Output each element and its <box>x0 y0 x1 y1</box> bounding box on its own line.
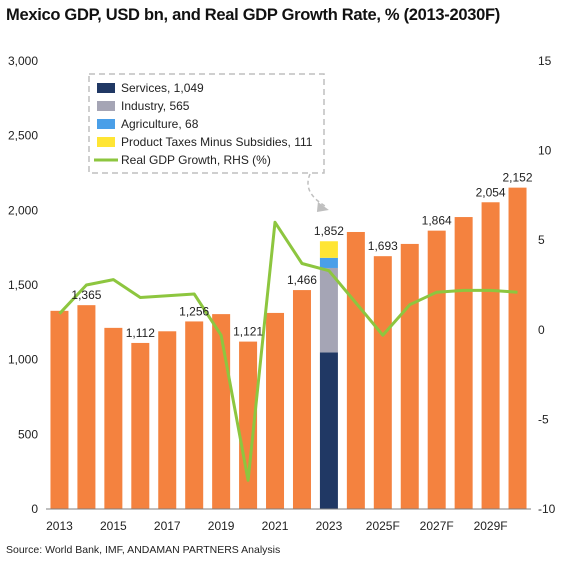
y-right-tick-label: -5 <box>538 412 549 426</box>
legend-box <box>88 73 325 174</box>
legend-swatch <box>97 137 115 147</box>
gdp-data-label: 1,466 <box>287 273 317 287</box>
legend-arrow-head <box>316 202 329 212</box>
gdp-data-label: 1,693 <box>368 239 398 253</box>
legend-swatch <box>97 119 115 129</box>
stacked-bar-segment <box>319 352 338 509</box>
y-left-tick-label: 0 <box>31 502 38 516</box>
x-tick-label: 2019 <box>208 519 235 533</box>
legend-swatch <box>97 101 115 111</box>
legend-label: Services, 1,049 <box>121 81 204 95</box>
legend-arrow-line <box>307 173 326 207</box>
x-tick-label: 2023 <box>316 519 343 533</box>
gdp-bar <box>292 290 311 509</box>
growth-line <box>58 220 518 482</box>
gdp-data-label: 1,864 <box>422 214 452 228</box>
y-right-tick-label: 15 <box>538 54 552 68</box>
y-left-tick-label: 2,500 <box>8 129 38 143</box>
legend-label: Agriculture, 68 <box>121 117 199 131</box>
legend-swatch <box>97 83 115 93</box>
gdp-bar <box>427 230 446 509</box>
y-left-tick-label: 1,500 <box>8 278 38 292</box>
gdp-data-label: 1,256 <box>179 304 209 318</box>
y-right-tick-label: 10 <box>538 144 552 158</box>
y-left-tick-label: 1,000 <box>8 353 38 367</box>
y-left-tick-label: 500 <box>18 427 38 441</box>
gdp-bar <box>266 312 285 509</box>
stacked-bar-segment <box>319 257 338 268</box>
gdp-bar <box>346 231 365 509</box>
gdp-data-label: 1,112 <box>126 326 155 340</box>
x-tick-label: 2015 <box>100 519 127 533</box>
gdp-data-label: 1,121 <box>233 325 263 339</box>
gdp-bar <box>104 327 123 509</box>
x-tick-label: 2027F <box>420 519 454 533</box>
x-tick-label: 2017 <box>154 519 181 533</box>
y-right-tick-label: 0 <box>538 323 545 337</box>
gdp-data-label: 1,852 <box>314 224 344 238</box>
gdp-bar <box>185 321 204 509</box>
gdp-data-label: 2,054 <box>476 185 506 199</box>
gdp-bar <box>400 243 419 509</box>
gdp-bar <box>454 217 473 509</box>
gdp-bar <box>131 342 150 509</box>
x-tick-label: 2021 <box>262 519 289 533</box>
gdp-data-label: 1,365 <box>71 288 101 302</box>
gdp-bar <box>239 341 258 509</box>
legend-label: Industry, 565 <box>121 99 190 113</box>
gdp-bar <box>481 202 500 509</box>
gdp-bar <box>158 331 177 509</box>
gdp-bar <box>508 187 527 509</box>
gdp-bar <box>373 256 392 509</box>
stacked-bar-segment <box>319 241 338 258</box>
gdp-bar <box>50 310 69 509</box>
chart-title: Mexico GDP, USD bn, and Real GDP Growth … <box>6 6 500 24</box>
x-tick-label: 2025F <box>366 519 400 533</box>
gdp-data-label: 2,152 <box>503 171 533 185</box>
y-right-tick-label: 5 <box>538 233 545 247</box>
y-left-tick-label: 3,000 <box>8 54 38 68</box>
y-right-tick-label: -10 <box>538 502 556 516</box>
stacked-bar-segment <box>319 267 338 353</box>
chart-source: Source: World Bank, IMF, ANDAMAN PARTNER… <box>6 544 281 556</box>
gdp-bar <box>77 305 96 509</box>
y-left-tick-label: 2,000 <box>8 203 38 217</box>
legend-label: Real GDP Growth, RHS (%) <box>121 153 271 167</box>
legend-label: Product Taxes Minus Subsidies, 111 <box>121 135 313 149</box>
x-tick-label: 2013 <box>46 519 73 533</box>
x-tick-label: 2029F <box>474 519 508 533</box>
